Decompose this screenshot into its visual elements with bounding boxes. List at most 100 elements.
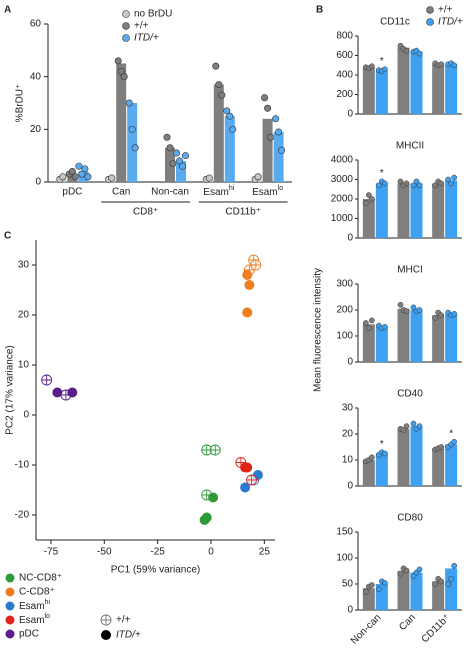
panel-title: MHCII	[396, 141, 424, 152]
data-point	[451, 562, 458, 569]
bar	[375, 183, 388, 238]
bar	[375, 70, 388, 114]
data-point	[131, 144, 139, 152]
data-point	[362, 588, 369, 595]
y-tick-label: 300	[336, 279, 353, 290]
x-tick-label: Non-can	[151, 187, 189, 198]
data-point	[381, 580, 388, 586]
x-tick-label: pDC	[62, 187, 82, 198]
data-point	[218, 91, 226, 99]
y-tick-label: 20	[342, 429, 354, 440]
data-point	[451, 438, 458, 445]
y-tick-label: 0	[347, 357, 353, 368]
data-point	[410, 304, 417, 311]
panel-title: CD40	[397, 389, 423, 400]
data-point	[163, 133, 171, 141]
y-tick-label: 100	[336, 553, 353, 564]
data-point	[403, 567, 410, 574]
legend-marker	[5, 615, 15, 625]
data-point	[365, 192, 372, 198]
legend-marker	[5, 629, 15, 639]
legend-label: ITD/+	[116, 630, 141, 641]
bar	[410, 51, 423, 114]
data-point	[397, 570, 404, 577]
panel-label: A	[4, 5, 11, 16]
data-point	[438, 578, 445, 585]
data-point	[59, 173, 67, 181]
data-point	[451, 62, 458, 69]
marker-cross	[210, 445, 221, 455]
marker-cross	[246, 475, 257, 485]
data-point	[244, 280, 255, 290]
data-point	[215, 81, 223, 89]
y-tick-label: 0	[23, 410, 29, 421]
legend-label-main: Esam	[19, 601, 45, 612]
bar	[432, 183, 445, 238]
bar	[410, 426, 423, 486]
legend-marker	[426, 18, 434, 26]
legend-label: +/+	[438, 5, 453, 16]
legend-marker	[426, 6, 434, 14]
data-point	[416, 566, 423, 573]
bar	[375, 453, 388, 486]
data-point	[67, 387, 78, 398]
bar	[397, 428, 410, 486]
data-point	[117, 67, 125, 75]
legend-label: pDC	[19, 629, 39, 640]
bar	[445, 444, 458, 486]
y-tick-label: 3000	[331, 174, 354, 185]
x-tick-label: 0	[208, 547, 214, 558]
legend-label-sup: lo	[45, 613, 51, 620]
y-tick-label: 4000	[331, 155, 354, 166]
data-point	[84, 173, 92, 181]
y-tick-label: 20	[30, 124, 42, 135]
data-point	[381, 450, 388, 457]
bar	[445, 313, 458, 362]
bar	[410, 572, 423, 610]
legend-marker	[5, 601, 15, 611]
data-point	[368, 196, 375, 202]
y-tick-label: 60	[30, 19, 42, 30]
legend-label: NC-CD8⁺	[19, 573, 62, 584]
data-point	[229, 125, 237, 133]
bar	[445, 568, 458, 610]
x-tick-label: Esamlo	[252, 185, 283, 197]
panel-label: C	[4, 231, 11, 242]
bar	[362, 67, 375, 114]
data-point	[416, 182, 423, 189]
x-tick-label: 25	[259, 547, 271, 558]
x-tick-label: Non-can	[349, 612, 384, 647]
x-tick-label: Esamhi	[203, 185, 234, 197]
y-tick-label: 10	[18, 360, 30, 371]
data-point	[416, 50, 423, 57]
bar	[432, 448, 445, 486]
marker-cross	[101, 615, 111, 625]
x-tick-label: -25	[150, 547, 165, 558]
y-tick-label: -20	[15, 510, 30, 521]
legend-label: ITD/+	[438, 17, 463, 28]
y-tick-label: 0	[347, 109, 353, 120]
data-point	[242, 462, 253, 473]
x-tick-label: -75	[44, 547, 59, 558]
data-point	[254, 173, 262, 181]
data-point	[368, 63, 375, 70]
data-point	[242, 270, 253, 280]
data-point	[403, 180, 410, 187]
bar	[213, 84, 224, 182]
bar	[397, 47, 410, 115]
bar	[127, 103, 138, 182]
y-axis-label: PC2 (17% variance)	[5, 345, 16, 434]
y-tick-label: 600	[336, 50, 353, 61]
bar	[397, 308, 410, 362]
marker-cross	[250, 260, 261, 270]
bar	[362, 199, 375, 238]
bar	[273, 131, 284, 182]
bar	[262, 118, 273, 182]
x-tick-label-sup: hi	[229, 185, 235, 192]
legend-marker	[5, 587, 15, 597]
data-point	[81, 165, 89, 173]
bar	[432, 64, 445, 114]
data-point	[368, 317, 375, 324]
group-label: CD8⁺	[133, 207, 158, 218]
